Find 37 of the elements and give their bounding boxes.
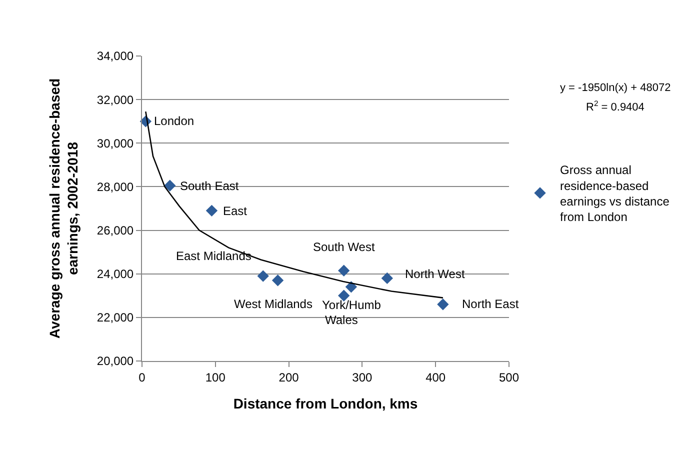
y-tick-label: 34,000 bbox=[96, 49, 134, 64]
point bbox=[345, 281, 358, 293]
annotation: West Midlands bbox=[234, 297, 312, 311]
point bbox=[206, 204, 218, 217]
annotation: Wales bbox=[325, 313, 358, 327]
annotation: South West bbox=[313, 240, 376, 254]
annotation: South East bbox=[180, 179, 240, 193]
x-tick-label: 0 bbox=[138, 370, 146, 384]
annotation: North East bbox=[462, 297, 520, 311]
x-tick-label: 400 bbox=[426, 370, 446, 384]
point bbox=[257, 270, 269, 282]
y-tick-label: 22,000 bbox=[96, 310, 134, 325]
point bbox=[338, 264, 350, 276]
y-axis-title: Average gross annual residence-based earnings, 2002-2018 bbox=[46, 78, 80, 339]
point bbox=[381, 272, 394, 284]
annotation: London bbox=[154, 114, 194, 128]
point bbox=[272, 274, 284, 286]
point bbox=[164, 180, 176, 192]
annotation: North West bbox=[405, 267, 466, 281]
x-tick-label: 100 bbox=[205, 370, 226, 384]
x-tick-label: 300 bbox=[352, 370, 373, 384]
y-tick-label: 30,000 bbox=[96, 136, 134, 150]
x-tick-label: 500 bbox=[498, 370, 520, 384]
y-tick-label: 26,000 bbox=[96, 223, 134, 238]
y-tick-label: 32,000 bbox=[96, 92, 134, 107]
text: R$^{2}$ = 0.9404 bbox=[586, 99, 644, 114]
point bbox=[437, 298, 449, 310]
x-tick-label: 200 bbox=[278, 370, 300, 384]
y-tick-label: 20,000 bbox=[96, 354, 134, 368]
x-axis-title: Distance from London, kms bbox=[233, 396, 418, 412]
legend-label: Gross annual residence-based earnings vs distance from London bbox=[560, 163, 670, 224]
annotation: East Midlands bbox=[176, 249, 252, 263]
y-tick-label: 24,000 bbox=[96, 267, 134, 282]
text: y = -1950ln(x) + 48072 bbox=[560, 82, 671, 94]
y-tick-label: 28,000 bbox=[96, 180, 134, 194]
annotation: York/Humb bbox=[322, 298, 382, 312]
annotation: East bbox=[223, 204, 248, 218]
